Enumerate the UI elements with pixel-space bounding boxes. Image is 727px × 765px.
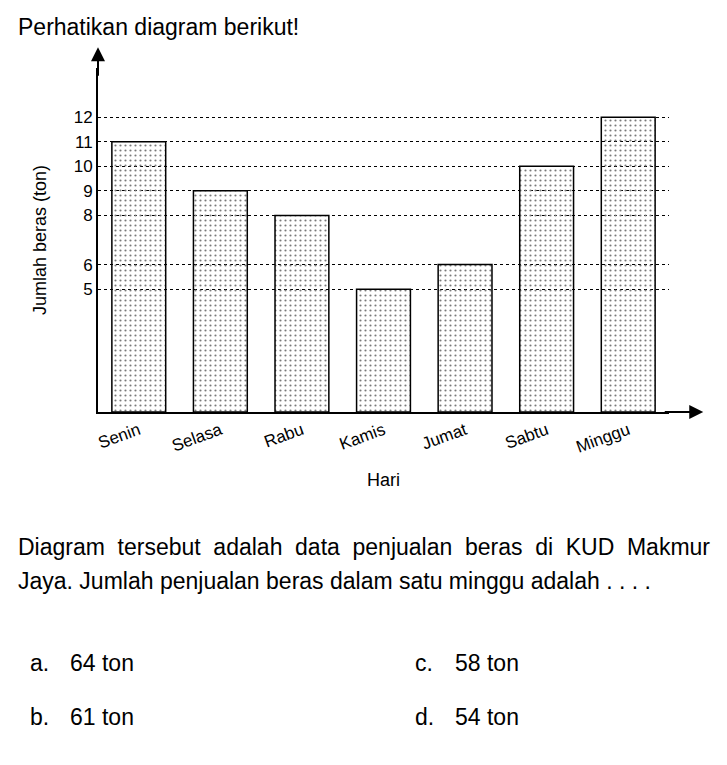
html-text:61 ton: 61 ton: [70, 704, 134, 730]
svg-text:11: 11: [75, 133, 93, 152]
html-text:b.: b.: [30, 704, 50, 730]
svg-text:9: 9: [83, 182, 92, 201]
svg-text:Kamis: Kamis: [337, 420, 388, 454]
svg-text:6: 6: [83, 256, 92, 275]
html-text:58 ton: 58 ton: [455, 650, 519, 676]
html-text:a.: a.: [30, 650, 50, 676]
svg-text:10: 10: [74, 157, 93, 176]
html-text:d.: d.: [415, 704, 435, 730]
html-text:54 ton: 54 ton: [455, 704, 519, 730]
svg-text:Sabtu: Sabtu: [503, 420, 551, 453]
html-text:c.: c.: [415, 650, 433, 676]
svg-text:Rabu: Rabu: [262, 420, 307, 452]
svg-text:12: 12: [74, 108, 93, 127]
svg-text:Hari: Hari: [367, 470, 400, 490]
html-text:Perhatikan diagram berikut!: Perhatikan diagram berikut!: [18, 14, 300, 40]
svg-text:Senin: Senin: [96, 420, 143, 453]
html-text:64 ton: 64 ton: [70, 650, 134, 676]
svg-text:5: 5: [83, 280, 92, 299]
svg-text:Jumlah beras (ton): Jumlah beras (ton): [30, 165, 50, 315]
svg-text:Selasa: Selasa: [169, 420, 225, 456]
svg-text:8: 8: [83, 206, 92, 225]
html-text:Diagram tersebut adalah data p: Diagram tersebut adalah data penjualan b…: [18, 534, 710, 594]
svg-text:Jumat: Jumat: [419, 420, 469, 454]
svg-text:Minggu: Minggu: [574, 420, 633, 457]
